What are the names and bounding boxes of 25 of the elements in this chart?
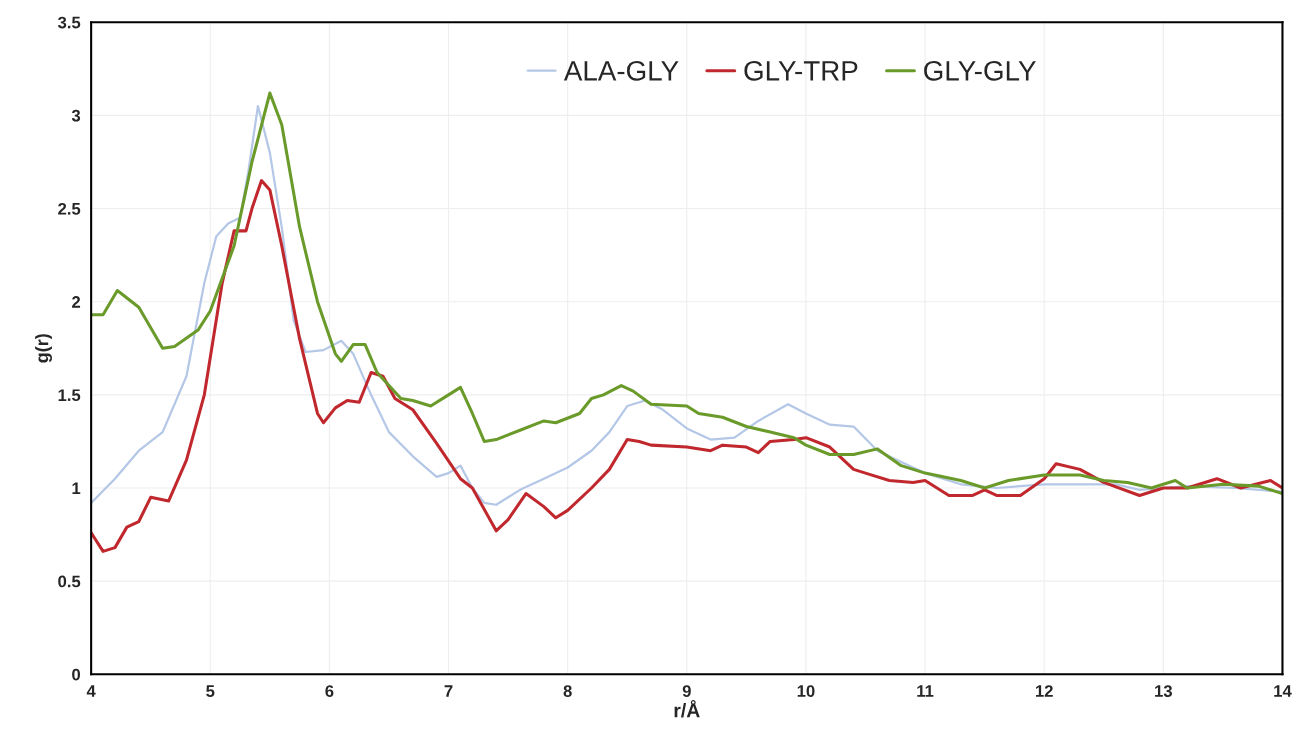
- legend-label: GLY-GLY: [924, 61, 1036, 81]
- y-tick-label: 3.5: [57, 16, 81, 29]
- x-tick-label: 14: [1274, 685, 1292, 697]
- x-tick-label: 8: [563, 685, 572, 697]
- y-tick-label: 1: [72, 482, 81, 495]
- x-tick-label: 7: [444, 685, 453, 697]
- x-tick-label: 4: [86, 685, 96, 697]
- x-tick-label: 10: [797, 685, 815, 697]
- x-tick-label: 9: [682, 685, 691, 697]
- y-tick-label: 2: [72, 296, 81, 308]
- line-series: [91, 179, 1283, 553]
- y-tick-label: 3: [71, 109, 81, 122]
- x-tick-label: 11: [917, 685, 934, 697]
- y-tick-label: 0: [72, 668, 81, 681]
- x-tick-label: 6: [325, 685, 334, 697]
- y-axis-title: g(r): [35, 334, 52, 363]
- legend-label: GLY-TRP: [744, 61, 858, 81]
- x-axis-title: r/Å: [674, 699, 700, 718]
- legend-label: ALA-GLY: [563, 61, 679, 81]
- y-tick-label: 2.5: [58, 202, 81, 215]
- x-tick-label: 13: [1155, 685, 1172, 697]
- y-tick-label: 0.5: [58, 575, 81, 588]
- y-tick-label: 1.5: [58, 389, 81, 402]
- x-tick-label: 5: [206, 685, 215, 697]
- x-tick-label: 12: [1035, 685, 1053, 697]
